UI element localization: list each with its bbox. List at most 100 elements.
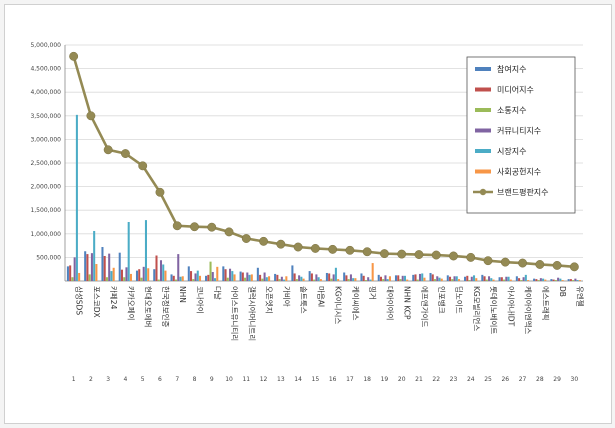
bar: [475, 278, 478, 281]
bar: [120, 269, 123, 281]
brand-index-point: [345, 245, 355, 255]
bar: [239, 271, 242, 281]
bar: [539, 278, 542, 281]
bar: [429, 272, 432, 281]
bar: [135, 270, 139, 281]
bar: [231, 271, 234, 281]
bar: [386, 279, 389, 281]
brand-index-point: [86, 111, 96, 121]
bar: [483, 276, 486, 281]
bar: [317, 277, 320, 281]
bar: [295, 279, 298, 281]
bar: [535, 279, 538, 281]
bar: [293, 273, 296, 281]
category-label: 케이씨에스: [351, 286, 361, 321]
category-number: 21: [415, 376, 423, 383]
bar: [552, 279, 555, 281]
brand-index-point: [155, 187, 165, 197]
category-number: 20: [398, 376, 406, 383]
bar: [174, 279, 178, 281]
legend-swatch: [475, 128, 491, 133]
bar: [345, 275, 348, 281]
category-label: 아시아나IDT: [506, 286, 516, 327]
bar: [527, 280, 530, 281]
legend-label: 커뮤니티지수: [497, 126, 541, 136]
bar: [481, 274, 484, 281]
bar: [177, 254, 180, 281]
bar: [334, 267, 337, 281]
bar: [423, 277, 426, 281]
bar: [315, 274, 318, 281]
category-number: 17: [346, 376, 354, 383]
bar: [222, 266, 225, 281]
bar: [542, 278, 545, 281]
bar: [300, 276, 303, 281]
category-number: 27: [519, 376, 527, 383]
legend-label: 사회공헌지수: [497, 168, 541, 177]
bar: [464, 276, 467, 281]
bar: [431, 274, 434, 281]
legend-swatch: [475, 149, 491, 153]
category-number: 18: [363, 376, 371, 383]
bar: [438, 277, 441, 281]
legend-label: 미디어지수: [497, 85, 534, 95]
brand-index-point: [120, 149, 130, 159]
bar: [406, 279, 409, 281]
bar: [164, 270, 167, 281]
bar: [105, 277, 108, 281]
bar: [337, 279, 340, 281]
bar: [352, 278, 355, 281]
legend-swatch: [475, 87, 491, 92]
bar: [418, 273, 422, 281]
category-label: 카페24: [109, 286, 119, 310]
category-label: 포스코DX: [92, 286, 101, 318]
bar: [162, 264, 165, 281]
bar: [574, 278, 577, 281]
brand-index-point: [207, 222, 217, 232]
brand-index-point: [293, 242, 303, 252]
bar: [421, 273, 424, 281]
bar: [397, 275, 400, 281]
legend-label: 브랜드평판지수: [497, 187, 549, 197]
y-tick-label: 3,000,000: [30, 136, 61, 143]
bar: [524, 274, 527, 281]
bar: [328, 273, 331, 281]
category-number: 14: [294, 376, 302, 383]
brand-index-point: [397, 249, 407, 259]
bar: [88, 274, 91, 281]
bar: [268, 276, 271, 281]
bar: [196, 270, 199, 281]
category-label: 삼성SDS: [75, 286, 85, 315]
category-label: 에프앤가이드: [420, 286, 430, 327]
bar: [153, 269, 156, 281]
y-tick-label: 1,500,000: [30, 207, 61, 214]
bar: [485, 279, 488, 281]
x-axis-labels: 삼성SDS 1 포스코DX 2 카페24 3 카카오페이 4 현대오토에버 5 한국정보인증 6 NHN…: [72, 286, 586, 383]
bar: [382, 279, 385, 281]
category-number: 6: [158, 376, 162, 383]
category-label: 유엔젤: [575, 286, 585, 307]
legend-label: 참여지수: [497, 64, 526, 74]
bar: [515, 276, 518, 281]
legend-line-marker: [479, 188, 487, 196]
bar: [453, 276, 456, 281]
bar: [567, 279, 570, 281]
bar: [125, 267, 128, 281]
brand-index-point: [552, 260, 562, 270]
brand-index-point: [414, 250, 424, 260]
bar: [90, 253, 93, 281]
bar: [414, 274, 417, 281]
bar: [367, 277, 370, 281]
bar: [522, 277, 525, 281]
bar: [578, 280, 581, 281]
category-number: 10: [225, 376, 233, 383]
bar: [280, 276, 283, 281]
bar: [66, 266, 69, 281]
bar: [226, 277, 229, 281]
category-number: 5: [141, 376, 145, 383]
bar: [140, 277, 143, 281]
category-label: KG이니시스: [334, 286, 344, 324]
bar: [93, 230, 96, 281]
bar: [468, 280, 471, 281]
